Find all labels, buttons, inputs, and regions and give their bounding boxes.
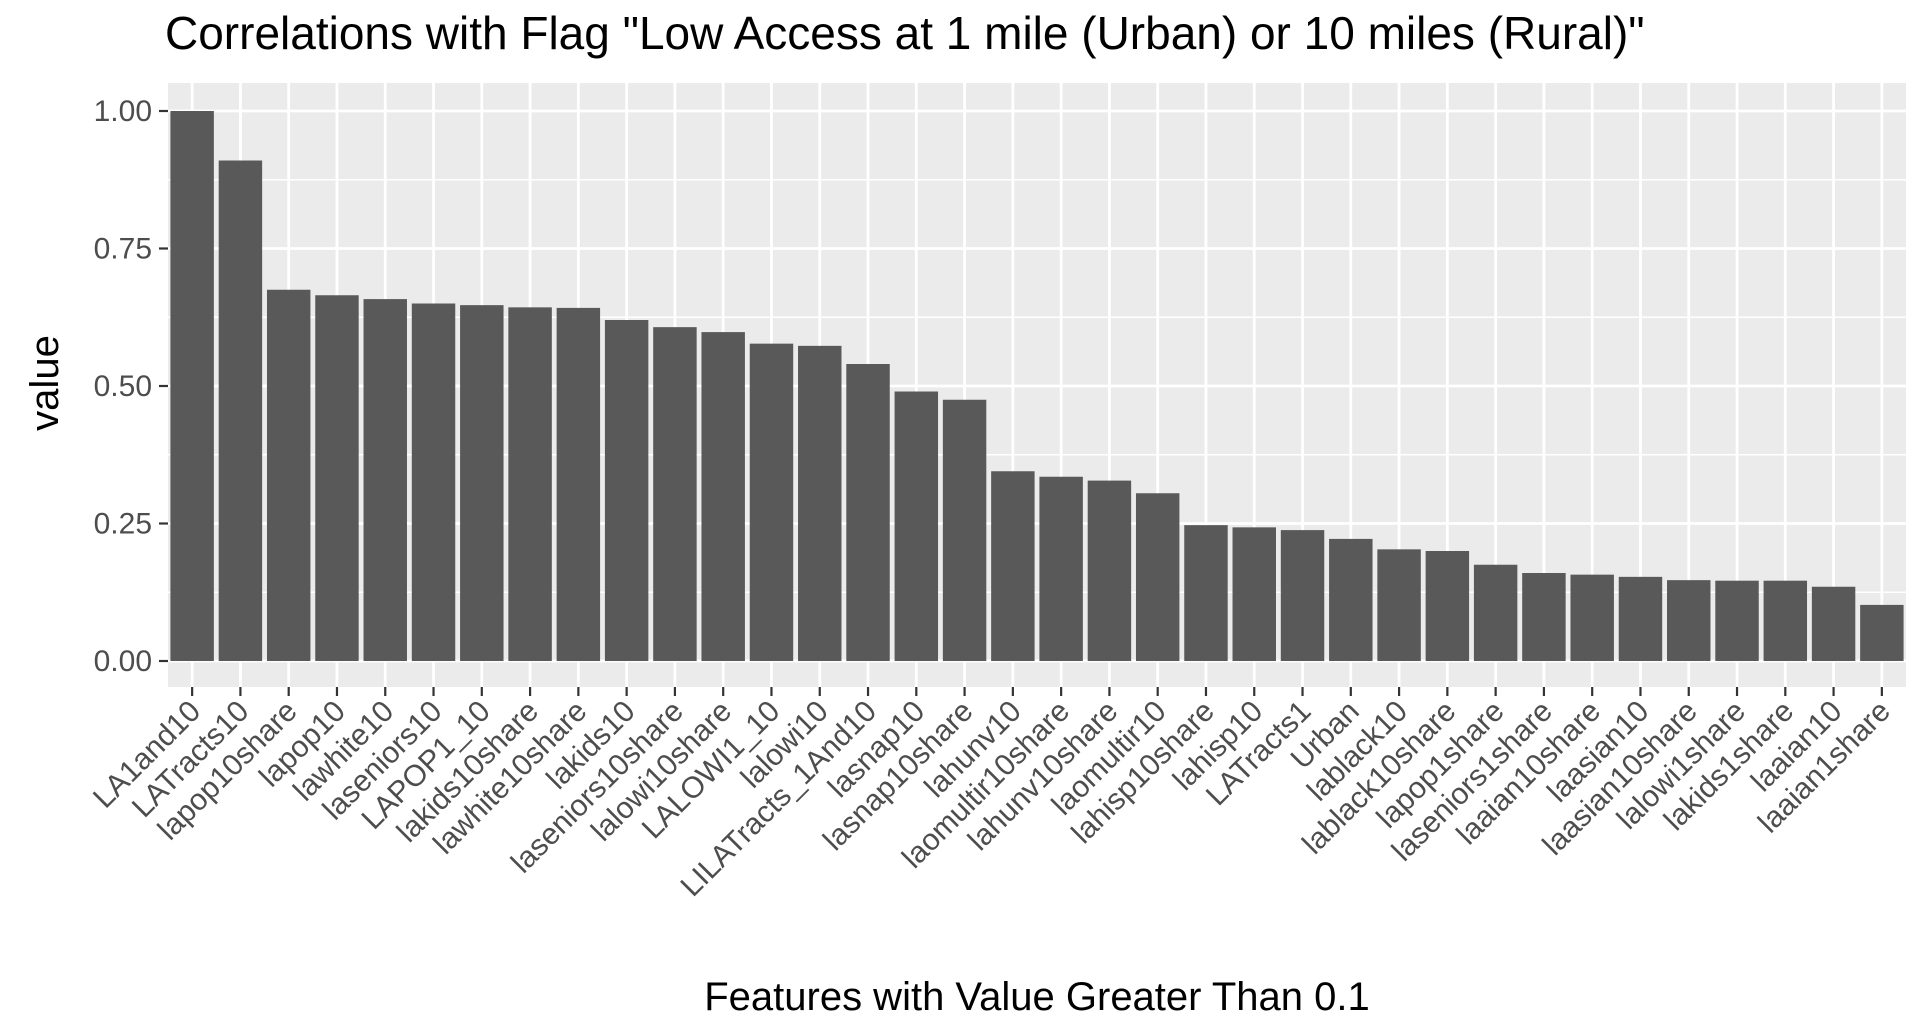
bar-lakids1share	[1763, 580, 1808, 661]
bar-lalowi10	[798, 345, 842, 661]
bar-laomultir10share	[1039, 476, 1083, 661]
bar-lapop10	[315, 295, 359, 661]
bar-lapop1share	[1473, 564, 1518, 661]
y-tick-label: 1.00	[94, 95, 152, 128]
bar-LALOWI1_10	[749, 343, 794, 661]
bar-laasian10share	[1667, 580, 1711, 661]
bar-laseniors10share	[653, 327, 697, 661]
y-tick-label: 0.50	[94, 370, 152, 403]
bars	[170, 111, 1904, 661]
bar-lawhite10	[363, 299, 407, 661]
bar-LATracts10	[218, 160, 263, 661]
y-tick-label: 0.75	[94, 233, 152, 266]
bar-LILATracts_1And10	[846, 364, 890, 661]
bar-lakids10	[604, 320, 649, 661]
x-axis-title: Features with Value Greater Than 0.1	[704, 975, 1370, 1019]
y-axis: 0.00 0.25 0.50 0.75 1.00	[94, 95, 168, 678]
bar-lalowi10share	[701, 332, 745, 661]
y-axis-title: value	[23, 335, 67, 431]
bar-laasian10	[1618, 576, 1663, 661]
bar-laaian10	[1811, 586, 1856, 661]
bar-lasnap10share	[942, 399, 987, 661]
bar-lapop10share	[266, 289, 311, 661]
y-tick-label: 0.25	[94, 508, 152, 541]
bar-lahunv10share	[1087, 480, 1132, 661]
bar-lahisp10	[1232, 527, 1276, 661]
bar-LA1and10	[170, 111, 214, 661]
bar-laomultir10	[1135, 493, 1180, 661]
bar-LAPOP1_10	[460, 305, 504, 661]
bar-lahunv10	[991, 471, 1035, 661]
bar-lawhite10share	[556, 307, 601, 661]
bar-laaian10share	[1570, 574, 1614, 661]
bar-lablack10	[1377, 549, 1421, 661]
bar-lalowi1share	[1715, 580, 1759, 661]
bar-laseniors1share	[1522, 573, 1566, 661]
bar-lablack10share	[1425, 551, 1470, 661]
bar-lakids10share	[508, 307, 552, 661]
y-tick-label: 0.00	[94, 645, 152, 678]
x-axis: LA1and10LATracts10lapop10sharelapop10law…	[87, 687, 1897, 903]
bar-lasnap10	[894, 391, 939, 661]
chart-title: Correlations with Flag "Low Access at 1 …	[165, 7, 1645, 59]
bar-laseniors10	[411, 303, 456, 661]
bar-laaian1share	[1860, 604, 1904, 661]
bar-LATracts1	[1280, 530, 1325, 661]
bar-lahisp10share	[1184, 525, 1228, 661]
bar-Urban	[1329, 538, 1373, 661]
